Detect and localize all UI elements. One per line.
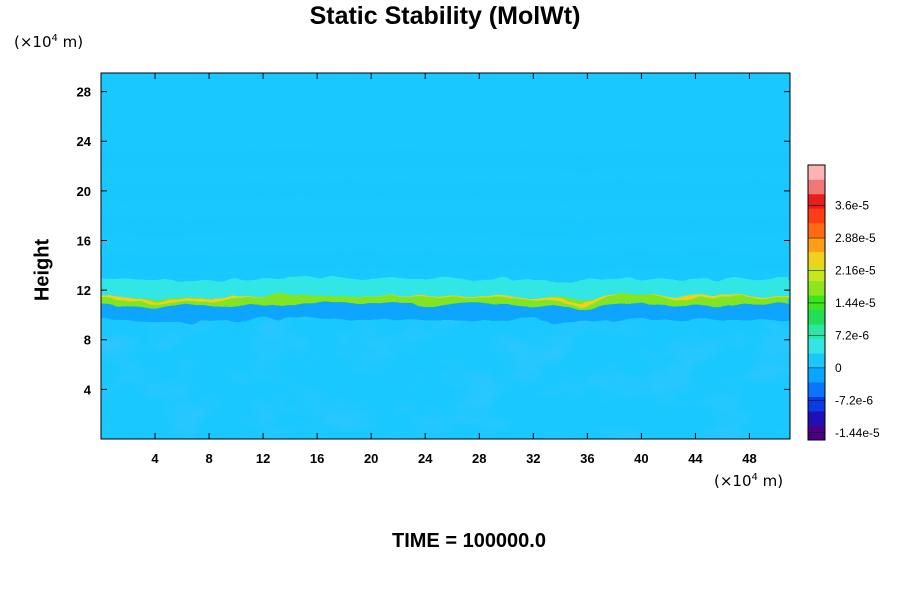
colorbar-swatch: [808, 411, 825, 426]
colorbar-swatch: [808, 353, 825, 368]
colorbar-swatch: [808, 251, 825, 267]
y-tick-label: 24: [77, 134, 92, 149]
field-band-1: [101, 276, 790, 300]
chart-title: Static Stability (MolWt): [309, 2, 581, 30]
x-tick-label: 20: [364, 451, 378, 466]
x-tick-label: 28: [472, 451, 486, 466]
colorbar-swatch: [808, 295, 825, 311]
x-tick-label: 24: [418, 451, 433, 466]
colorbar: 3.6e-5 2.88e-5 2.16e-5 1.44e-5 7.2e-6 0 -7.2e-…: [807, 164, 880, 441]
x-tick-label: 40: [634, 451, 648, 466]
colorbar-label: -7.2e-6: [835, 393, 873, 407]
colorbar-label: 0: [835, 361, 842, 375]
colorbar-swatch: [808, 266, 825, 282]
colorbar-label: 3.6e-5: [835, 199, 869, 213]
colorbar-swatch: [808, 309, 825, 325]
x-tick-label: 12: [256, 451, 270, 466]
colorbar-swatch: [808, 367, 825, 383]
colorbar-swatch: [808, 237, 825, 253]
field-band-6: [101, 303, 790, 323]
colorbar-label: 1.44e-5: [835, 296, 876, 310]
colorbar-frame: [807, 164, 826, 441]
colorbar-swatch: [808, 208, 825, 224]
field-band-2: [101, 250, 790, 274]
y-axis-unit: (×104 m): [14, 33, 84, 51]
x-tick-label: 44: [688, 451, 703, 466]
colorbar-swatch: [808, 165, 825, 180]
colorbar-swatch: [808, 280, 825, 296]
x-tick-label: 32: [526, 451, 540, 466]
x-tick-label: 36: [580, 451, 594, 466]
y-tick-label: 4: [84, 382, 92, 397]
field-band-5: [101, 149, 790, 172]
field-band-4: [101, 180, 790, 203]
time-footer: TIME = 100000.0: [392, 530, 546, 552]
colorbar-swatch: [808, 382, 825, 397]
colorbar-swatch: [808, 193, 825, 209]
colorbar-swatch: [808, 324, 825, 339]
plot-frame: [100, 72, 791, 440]
x-tick-label: 4: [151, 451, 159, 466]
y-tick-label: 20: [77, 184, 91, 199]
colorbar-swatch: [808, 338, 825, 354]
x-axis-unit: (×104 m): [714, 472, 784, 490]
x-axis: 4 8 12 16 20 24 28 32 36 40 44 48: [151, 73, 757, 466]
colorbar-label: -1.44e-5: [835, 426, 880, 440]
colorbar-label: 2.16e-5: [835, 263, 876, 277]
field-lower-blotches: [101, 314, 790, 439]
y-tick-label: 28: [77, 85, 91, 100]
x-tick-label: 16: [310, 451, 324, 466]
x-tick-label: 48: [742, 451, 756, 466]
plot-area: [101, 73, 790, 439]
y-axis: 4 8 12 16 20 24 28: [77, 85, 790, 397]
field-upper-layer: [101, 73, 790, 158]
x-tick-label: 8: [205, 451, 212, 466]
colorbar-swatch: [808, 396, 825, 412]
colorbar-swatch: [808, 222, 825, 238]
y-tick-label: 12: [77, 283, 91, 298]
y-tick-label: 16: [77, 233, 91, 248]
colorbar-label: 7.2e-6: [835, 328, 869, 342]
y-tick-label: 8: [84, 333, 91, 348]
colorbar-label: 2.88e-5: [835, 231, 876, 245]
field-band-3: [101, 214, 790, 238]
colorbar-swatch: [808, 179, 825, 195]
